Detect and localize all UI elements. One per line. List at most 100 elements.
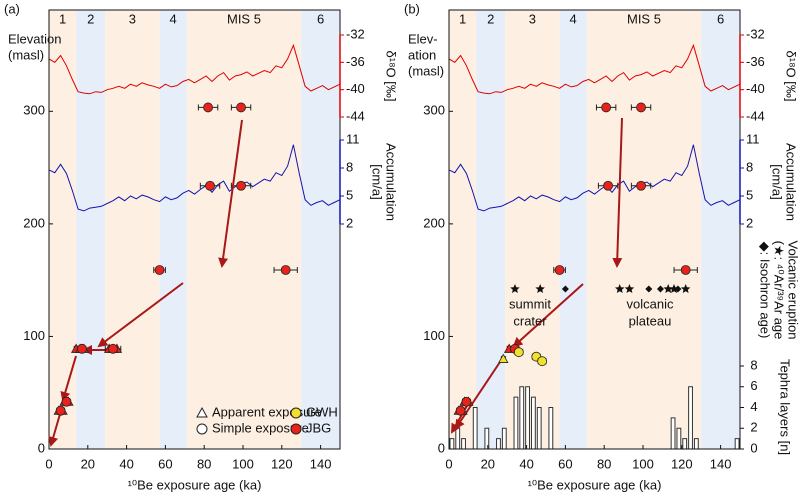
circle-point (61, 396, 72, 407)
legend-label: JBG (306, 420, 331, 435)
tephra-bar (693, 438, 699, 450)
eruption-annotation: plateau (629, 313, 672, 328)
triangle-point (498, 353, 509, 363)
tephra-bar (472, 407, 478, 450)
d18o-curve (448, 43, 741, 95)
x-tick-label: 20 (481, 456, 495, 471)
stage-band (105, 10, 160, 449)
legend-label: GWH (306, 404, 338, 419)
x-tick-label: 140 (710, 456, 732, 471)
stage-label: 1 (459, 11, 466, 26)
x-tick-label: 100 (232, 456, 254, 471)
stage-label: MIS 5 (627, 11, 661, 26)
eruption-diamond (674, 285, 682, 293)
d18o-tick-label: -44 (746, 108, 765, 123)
stage-label: 4 (170, 11, 177, 26)
tephra-bar (734, 438, 740, 450)
legend-symbol (196, 406, 208, 418)
accumulation-curve (448, 144, 741, 212)
arrow (454, 361, 501, 430)
x-axis-label: ¹⁰Be exposure age (ka) (128, 477, 262, 492)
panel-label: (a) (4, 1, 20, 16)
circle-point (236, 102, 246, 113)
tephra-bar (455, 427, 461, 450)
y-tick-label: 100 (423, 328, 445, 343)
eruption-diamond (561, 285, 569, 293)
circle-point (513, 347, 524, 358)
stage-band (505, 10, 560, 449)
eruption-diamond (645, 285, 653, 293)
tephra-tick-label: 6 (750, 378, 757, 393)
accumulation-axis-label: [cm/a] (770, 164, 785, 199)
arrow (48, 413, 61, 447)
accumulation-tick-label: 8 (346, 159, 353, 174)
circle-point (280, 265, 291, 275)
x-tick-label: 60 (158, 456, 172, 471)
eruption-star (510, 284, 520, 293)
x-tick-label: 140 (310, 456, 332, 471)
panel-label: (b) (404, 1, 420, 16)
y-tick-label: 300 (423, 103, 445, 118)
eruption-star (680, 284, 691, 293)
y-tick-label: 100 (23, 328, 45, 343)
x-tick-label: 40 (119, 456, 133, 471)
x-tick-label: 100 (632, 456, 654, 471)
arrow (612, 117, 623, 268)
accumulation-tick-label: 11 (746, 131, 760, 146)
y-axis-label: ation (408, 47, 436, 62)
stage-band (449, 10, 477, 449)
d18o-tick-label: -40 (346, 81, 365, 96)
eruption-axis-label: (★: ⁴⁰Ar/³⁹Ar age (772, 241, 787, 340)
tephra-axis-label: Tephra layers [n] (778, 359, 793, 455)
accumulation-tick-label: 8 (746, 159, 753, 174)
y-axis-label: Elevation (8, 31, 61, 46)
x-tick-label: 80 (597, 456, 611, 471)
x-tick-label: 120 (271, 456, 293, 471)
arrow (512, 283, 584, 348)
stage-band (586, 10, 702, 449)
stage-label: 3 (529, 11, 536, 26)
stage-band (49, 10, 77, 449)
stage-band (186, 10, 302, 449)
x-tick-label: 0 (45, 456, 52, 471)
stage-label: 1 (59, 11, 66, 26)
d18o-tick-label: -40 (746, 81, 765, 96)
accumulation-axis-label: [cm/a] (370, 164, 385, 199)
y-tick-label: 0 (38, 440, 45, 455)
arrow (451, 403, 469, 434)
eruption-annotation: summit (509, 296, 551, 311)
circle-point (55, 405, 66, 416)
legend-symbol (196, 423, 208, 435)
tephra-bar (530, 396, 536, 450)
y-tick-label: 0 (438, 440, 445, 455)
stage-band (701, 10, 740, 449)
accumulation-tick-label: 2 (346, 215, 353, 230)
eruption-star (535, 284, 545, 293)
accumulation-tick-label: 5 (346, 187, 353, 202)
stage-label: 6 (317, 11, 324, 26)
circle-point (601, 102, 612, 113)
tephra-tick-label: 2 (750, 420, 757, 435)
tephra-bar (449, 438, 455, 450)
eruption-star (663, 284, 673, 293)
tephra-bar (548, 407, 554, 450)
circle-point (554, 265, 565, 275)
accumulation-tick-label: 2 (746, 215, 753, 230)
circle-point (77, 343, 87, 354)
stage-label: 3 (129, 11, 136, 26)
eruption-star (624, 284, 635, 293)
circle-point (108, 343, 118, 354)
tephra-bar (525, 386, 530, 450)
tephra-bar (519, 386, 525, 450)
legend-symbol (290, 407, 302, 419)
x-axis-label: ¹⁰Be exposure age (ka) (528, 477, 662, 492)
stage-band (559, 10, 587, 449)
legend-label: Simple exposure (212, 420, 309, 435)
circle-point (461, 396, 472, 407)
tephra-bar (682, 438, 688, 450)
y-axis-label: (masl) (8, 47, 44, 62)
accumulation-tick-label: 5 (746, 187, 753, 202)
arrow (97, 282, 184, 348)
circle-point (205, 180, 215, 191)
